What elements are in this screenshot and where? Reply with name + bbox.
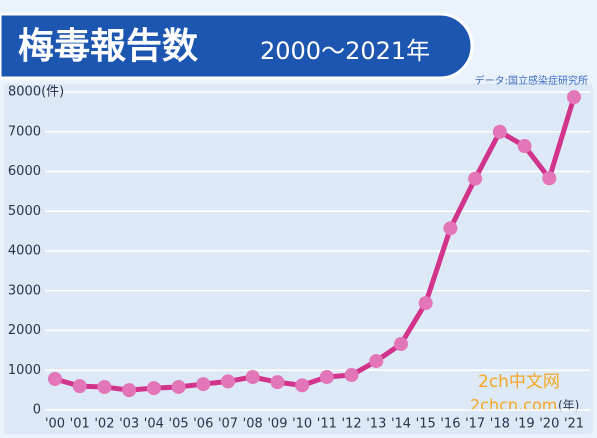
x-tick-label: '07 xyxy=(218,417,238,432)
x-tick-label: '03 xyxy=(119,417,139,432)
x-tick-label: '16 xyxy=(440,417,460,432)
point xyxy=(468,171,483,186)
point xyxy=(542,171,557,186)
x-tick-label: '18 xyxy=(490,417,510,432)
title-banner xyxy=(0,12,474,80)
point xyxy=(443,221,458,236)
point xyxy=(122,383,137,398)
chart-subtitle: 2000～2021年 xyxy=(260,37,430,65)
point xyxy=(492,124,507,139)
x-tick-label: '12 xyxy=(342,417,362,432)
watermark: 2chcn.com xyxy=(470,396,557,415)
point xyxy=(319,370,334,385)
x-tick-label: '09 xyxy=(267,417,287,432)
point xyxy=(171,379,186,394)
x-tick-label: '08 xyxy=(243,417,263,432)
point xyxy=(72,379,87,394)
point xyxy=(270,375,285,390)
point xyxy=(394,337,408,352)
point xyxy=(295,378,310,393)
y-tick-label: 1000 xyxy=(8,363,41,378)
x-tick-label: '19 xyxy=(515,417,535,432)
source: データ:国立感染症研究所 xyxy=(475,74,588,87)
point xyxy=(196,377,211,392)
point xyxy=(567,90,581,105)
x-tick-label: '05 xyxy=(169,417,189,432)
y-tick-label: 7000 xyxy=(8,124,41,139)
y-tick-label: 2000 xyxy=(8,323,41,338)
point xyxy=(418,296,433,311)
x-tick-label: '17 xyxy=(465,417,485,432)
x-tick-label: '04 xyxy=(144,417,164,432)
x-tick-label: '11 xyxy=(317,417,337,432)
point xyxy=(517,139,532,154)
y-tick-label: 8000(件) xyxy=(8,85,64,100)
point xyxy=(245,370,260,385)
point xyxy=(97,379,112,394)
x-tick-label: '06 xyxy=(193,417,213,432)
point xyxy=(48,371,62,386)
line xyxy=(54,96,577,393)
x-tick-label: '13 xyxy=(366,417,386,432)
point xyxy=(369,354,384,369)
point xyxy=(221,374,235,389)
point xyxy=(344,368,359,383)
y-tick-label: 0 xyxy=(33,403,41,418)
y-tick-label: 6000 xyxy=(8,164,41,179)
x-tick-label: '20 xyxy=(539,417,559,432)
y-tick-label: 3000 xyxy=(8,283,41,298)
x-axis-label: (年) xyxy=(558,399,579,413)
x-tick-label: '02 xyxy=(94,417,114,432)
point xyxy=(146,381,161,396)
x-tick-label: '10 xyxy=(292,417,312,432)
y-tick-label: 4000 xyxy=(8,244,41,259)
x-tick-label: '00 xyxy=(45,417,65,432)
watermark: 2ch中文网 xyxy=(478,372,560,392)
x-tick-label: '01 xyxy=(70,417,90,432)
x-tick-label: '21 xyxy=(564,417,584,432)
y-tick-label: 5000 xyxy=(8,204,41,219)
x-tick-label: '15 xyxy=(416,417,436,432)
chart-title: 梅毒報告数 xyxy=(18,26,198,67)
x-tick-label: '14 xyxy=(391,417,411,432)
